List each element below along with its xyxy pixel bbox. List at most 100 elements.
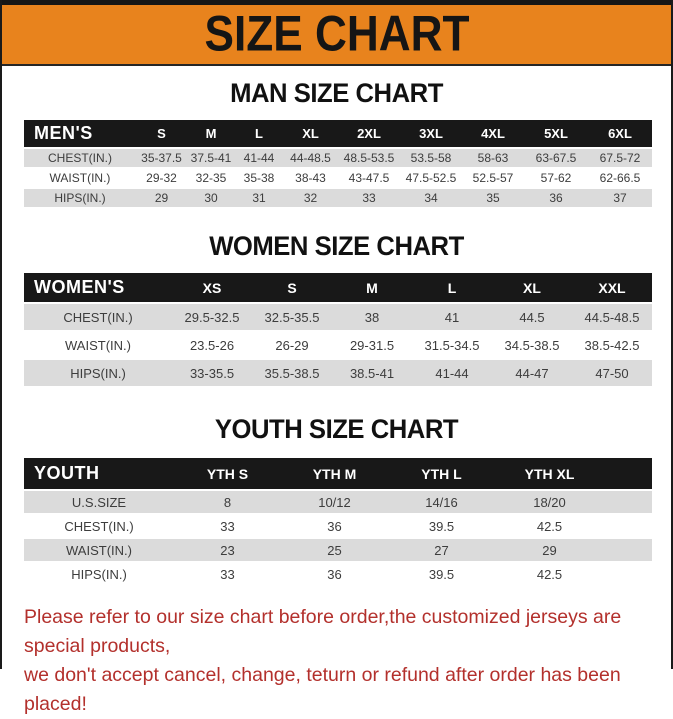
measurement-value: 41-44 bbox=[435, 365, 469, 381]
measurement-value: 36 bbox=[549, 191, 563, 205]
page-title: SIZE CHART bbox=[204, 6, 469, 62]
measurement-value: 35.5-38.5 bbox=[264, 365, 320, 381]
measurement-value: 57-62 bbox=[540, 171, 572, 185]
measurement-value: 14/16 bbox=[425, 494, 458, 510]
size-chart-banner: SIZE CHART bbox=[2, 5, 671, 66]
size-header-cell: YTH M bbox=[312, 465, 357, 482]
measurement-value: 32.5-35.5 bbox=[264, 309, 320, 325]
measurement-value: 35-37.5 bbox=[141, 151, 182, 165]
measurement-value: 52.5-57 bbox=[472, 171, 514, 185]
size-header-cell: L bbox=[255, 126, 263, 141]
size-header-cell: S bbox=[157, 126, 166, 141]
measurement-value: 23 bbox=[220, 542, 235, 558]
measurement-value: 44-47 bbox=[515, 365, 549, 381]
size-header-cell: YTH S bbox=[206, 465, 249, 482]
measurement-value: 33 bbox=[220, 566, 235, 582]
measurement-value: 53.5-58 bbox=[410, 151, 452, 165]
measurement-value: 29-31.5 bbox=[349, 337, 395, 353]
measurement-value: 48.5-53.5 bbox=[343, 151, 395, 165]
category-header-cell: MEN'S bbox=[34, 123, 93, 143]
measurement-value: 63-67.5 bbox=[535, 151, 577, 165]
category-header-cell: YOUTH bbox=[34, 463, 100, 483]
measurement-value: 47.5-52.5 bbox=[405, 171, 457, 185]
measurement-value: 31 bbox=[252, 191, 266, 205]
measurement-row: HIPS(IN.) 29 30 31 32 33 34 35 36 37 bbox=[24, 189, 652, 207]
measurement-value: 58-63 bbox=[477, 151, 509, 165]
measurement-value: 23.5-26 bbox=[189, 337, 235, 353]
youth-size-section: YOUTH SIZE CHART YOUTH YTH S YTH M YTH L YTH… bbox=[2, 414, 671, 587]
measurement-value: 25 bbox=[327, 542, 342, 558]
measurement-row: HIPS(IN.) 33-35.5 35.5-38.5 38.5-41 41-44 44-… bbox=[24, 360, 652, 386]
youth-size-table: YOUTH YTH S YTH M YTH L YTH XL U.S.SIZE 8 10/1… bbox=[24, 456, 652, 587]
measurement-row: U.S.SIZE 8 10/12 14/16 18/20 bbox=[24, 491, 652, 513]
measurement-value: 10/12 bbox=[318, 494, 351, 510]
measurement-label: HIPS(IN.) bbox=[71, 566, 127, 582]
measurement-label: CHEST(IN.) bbox=[48, 151, 112, 165]
measurement-value: 33 bbox=[220, 518, 235, 534]
measurement-value: 36 bbox=[327, 518, 342, 534]
measurement-value: 41 bbox=[444, 309, 460, 325]
measurement-value: 44.5-48.5 bbox=[584, 309, 640, 325]
size-header-cell: YTH L bbox=[421, 465, 462, 482]
measurement-value: 62-66.5 bbox=[599, 171, 641, 185]
measurement-value: 43-47.5 bbox=[348, 171, 390, 185]
size-header-cell: M bbox=[366, 279, 378, 296]
measurement-value: 41-44 bbox=[243, 151, 275, 165]
measurement-value: 29 bbox=[542, 542, 557, 558]
measurement-row: WAIST(IN.) 23.5-26 26-29 29-31.5 31.5-34.5 34… bbox=[24, 332, 652, 358]
size-header-cell: XXL bbox=[598, 279, 626, 296]
measurement-value: 29.5-32.5 bbox=[184, 309, 240, 325]
measurement-row: CHEST(IN.) 35-37.5 37.5-41 41-44 44-48.5 48.5… bbox=[24, 149, 652, 167]
size-header-cell: XL bbox=[302, 126, 319, 141]
measurement-value: 39.5 bbox=[428, 518, 455, 534]
youth-section-heading: YOUTH SIZE CHART bbox=[214, 414, 459, 444]
measurement-value: 8 bbox=[223, 494, 232, 510]
measurement-value: 32 bbox=[303, 191, 318, 205]
measurement-value: 67.5-72 bbox=[599, 151, 641, 165]
disclaimer-line-1: Please refer to our size chart before or… bbox=[24, 606, 622, 657]
measurement-value: 32-35 bbox=[195, 171, 227, 185]
measurement-label: WAIST(IN.) bbox=[65, 337, 131, 353]
measurement-label: WAIST(IN.) bbox=[66, 542, 132, 558]
women-table-header-row: WOMEN'S XS S M L XL XXL bbox=[24, 273, 652, 302]
size-header-cell: XL bbox=[523, 279, 541, 296]
measurement-value: 37 bbox=[613, 191, 627, 205]
measurement-row: HIPS(IN.) 33 36 39.5 42.5 bbox=[24, 563, 652, 585]
size-header-cell: S bbox=[287, 279, 297, 296]
measurement-label: U.S.SIZE bbox=[71, 494, 127, 510]
measurement-value: 39.5 bbox=[428, 566, 455, 582]
measurement-value: 26-29 bbox=[275, 337, 309, 353]
measurement-row: CHEST(IN.) 29.5-32.5 32.5-35.5 38 41 44.5 44.5… bbox=[24, 304, 652, 330]
measurement-value: 29 bbox=[154, 191, 169, 205]
man-size-table: MEN'S S M L XL 2XL 3XL 4XL 5XL 6XL CHEST(IN.) 35-3… bbox=[24, 118, 652, 209]
measurement-value: 38-43 bbox=[295, 171, 326, 185]
measurement-value: 34.5-38.5 bbox=[504, 337, 560, 353]
measurement-value: 36 bbox=[327, 566, 342, 582]
measurement-label: WAIST(IN.) bbox=[49, 171, 111, 185]
youth-table-header-row: YOUTH YTH S YTH M YTH L YTH XL bbox=[24, 458, 652, 489]
measurement-value: 27 bbox=[434, 542, 449, 558]
measurement-value: 30 bbox=[204, 191, 218, 205]
measurement-label: HIPS(IN.) bbox=[54, 191, 106, 205]
man-size-section: MAN SIZE CHART MEN'S S M L XL 2XL 3XL 4XL 5XL 6XL… bbox=[2, 78, 671, 209]
measurement-value: 29-32 bbox=[146, 171, 177, 185]
measurement-value: 38 bbox=[364, 309, 380, 325]
measurement-value: 38.5-42.5 bbox=[584, 337, 640, 353]
measurement-value: 42.5 bbox=[536, 566, 563, 582]
size-header-cell: 5XL bbox=[544, 126, 568, 141]
category-header-cell: WOMEN'S bbox=[34, 277, 125, 297]
size-header-cell: YTH XL bbox=[524, 465, 575, 482]
man-section-heading: MAN SIZE CHART bbox=[230, 78, 443, 108]
measurement-value: 35-38 bbox=[243, 171, 275, 185]
measurement-value: 38.5-41 bbox=[349, 365, 395, 381]
size-header-cell: 2XL bbox=[357, 126, 381, 141]
women-size-section: WOMEN SIZE CHART WOMEN'S XS S M L XL XXL CHEST… bbox=[2, 231, 671, 388]
size-header-cell: 3XL bbox=[419, 126, 443, 141]
measurement-label: CHEST(IN.) bbox=[64, 518, 134, 534]
size-header-cell: M bbox=[205, 126, 217, 141]
measurement-value: 31.5-34.5 bbox=[424, 337, 480, 353]
disclaimer-line-2: we don't accept cancel, change, teturn o… bbox=[24, 664, 621, 715]
measurement-value: 34 bbox=[424, 191, 438, 205]
measurement-value: 18/20 bbox=[533, 494, 566, 510]
